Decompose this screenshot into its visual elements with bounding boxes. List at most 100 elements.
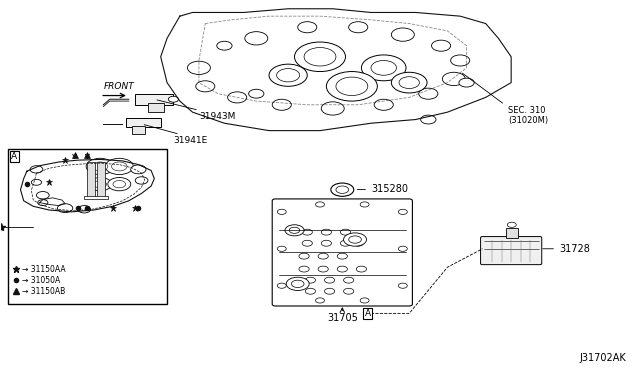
Circle shape bbox=[349, 236, 362, 243]
Circle shape bbox=[508, 222, 516, 227]
Circle shape bbox=[324, 277, 335, 283]
Circle shape bbox=[131, 165, 146, 174]
Circle shape bbox=[431, 40, 451, 51]
Bar bbox=[125, 118, 161, 127]
Circle shape bbox=[451, 55, 470, 66]
Circle shape bbox=[374, 99, 394, 110]
Circle shape bbox=[344, 288, 354, 294]
Bar bbox=[84, 196, 108, 199]
Bar bbox=[8, 149, 167, 304]
Bar bbox=[97, 162, 104, 197]
Bar bbox=[148, 103, 164, 112]
Circle shape bbox=[305, 277, 316, 283]
Circle shape bbox=[105, 158, 133, 174]
Circle shape bbox=[108, 177, 131, 191]
Circle shape bbox=[305, 288, 316, 294]
Circle shape bbox=[337, 253, 348, 259]
Circle shape bbox=[94, 180, 106, 188]
Text: 31705: 31705 bbox=[327, 313, 358, 323]
Circle shape bbox=[217, 41, 232, 50]
Circle shape bbox=[228, 92, 246, 103]
Circle shape bbox=[277, 283, 286, 288]
Text: → 31150AA: → 31150AA bbox=[22, 264, 66, 273]
Bar bbox=[132, 126, 145, 134]
Circle shape bbox=[188, 61, 211, 74]
Circle shape bbox=[356, 266, 367, 272]
Circle shape bbox=[321, 102, 344, 115]
Circle shape bbox=[326, 71, 378, 101]
Bar bbox=[506, 228, 518, 238]
Circle shape bbox=[336, 186, 349, 193]
Text: 31728: 31728 bbox=[543, 244, 590, 254]
Circle shape bbox=[289, 227, 300, 233]
Circle shape bbox=[302, 240, 312, 246]
Circle shape bbox=[89, 177, 111, 191]
Text: 315280: 315280 bbox=[357, 184, 408, 194]
Circle shape bbox=[398, 209, 407, 214]
Text: 31943M: 31943M bbox=[199, 112, 236, 121]
FancyBboxPatch shape bbox=[272, 199, 412, 306]
Circle shape bbox=[420, 115, 436, 124]
Text: SEC. 310
(31020M): SEC. 310 (31020M) bbox=[508, 106, 548, 125]
Circle shape bbox=[331, 183, 354, 196]
Text: FRONT: FRONT bbox=[104, 82, 134, 91]
Circle shape bbox=[304, 48, 336, 66]
Circle shape bbox=[337, 266, 348, 272]
Text: → 31050A: → 31050A bbox=[22, 276, 61, 285]
Circle shape bbox=[58, 204, 73, 212]
Circle shape bbox=[92, 162, 108, 171]
Circle shape bbox=[78, 206, 91, 213]
Circle shape bbox=[299, 266, 309, 272]
Circle shape bbox=[316, 298, 324, 303]
Circle shape bbox=[321, 229, 332, 235]
Circle shape bbox=[362, 55, 406, 81]
Circle shape bbox=[344, 277, 354, 283]
Text: → 31150AB: → 31150AB bbox=[22, 287, 66, 296]
Text: 31941E: 31941E bbox=[173, 136, 208, 145]
Circle shape bbox=[398, 283, 407, 288]
Circle shape bbox=[277, 246, 286, 251]
Circle shape bbox=[459, 78, 474, 87]
Text: J31702AK: J31702AK bbox=[579, 353, 626, 363]
Circle shape bbox=[86, 158, 114, 174]
Circle shape bbox=[399, 77, 419, 89]
Circle shape bbox=[285, 225, 304, 236]
Circle shape bbox=[371, 61, 396, 75]
Circle shape bbox=[272, 99, 291, 110]
Circle shape bbox=[286, 277, 309, 291]
Circle shape bbox=[248, 89, 264, 98]
Circle shape bbox=[392, 28, 414, 41]
Circle shape bbox=[30, 166, 43, 173]
Circle shape bbox=[442, 72, 465, 86]
Circle shape bbox=[318, 266, 328, 272]
Circle shape bbox=[245, 32, 268, 45]
Circle shape bbox=[398, 246, 407, 251]
Circle shape bbox=[360, 202, 369, 207]
Circle shape bbox=[340, 240, 351, 246]
Circle shape bbox=[344, 233, 367, 246]
Circle shape bbox=[111, 162, 127, 171]
Bar bbox=[135, 94, 173, 105]
Circle shape bbox=[36, 192, 49, 199]
Circle shape bbox=[277, 209, 286, 214]
Circle shape bbox=[298, 22, 317, 33]
Circle shape bbox=[349, 22, 368, 33]
Text: A: A bbox=[365, 309, 371, 318]
Circle shape bbox=[360, 298, 369, 303]
Circle shape bbox=[392, 72, 427, 93]
Circle shape bbox=[276, 68, 300, 82]
Circle shape bbox=[299, 253, 309, 259]
Circle shape bbox=[113, 180, 125, 188]
Circle shape bbox=[340, 229, 351, 235]
FancyBboxPatch shape bbox=[481, 237, 541, 264]
Circle shape bbox=[168, 96, 179, 102]
Circle shape bbox=[269, 64, 307, 86]
Circle shape bbox=[135, 177, 148, 184]
Circle shape bbox=[302, 229, 312, 235]
Circle shape bbox=[38, 200, 48, 206]
Circle shape bbox=[316, 202, 324, 207]
Circle shape bbox=[324, 288, 335, 294]
Circle shape bbox=[353, 240, 364, 246]
Circle shape bbox=[31, 179, 42, 185]
Circle shape bbox=[196, 81, 215, 92]
